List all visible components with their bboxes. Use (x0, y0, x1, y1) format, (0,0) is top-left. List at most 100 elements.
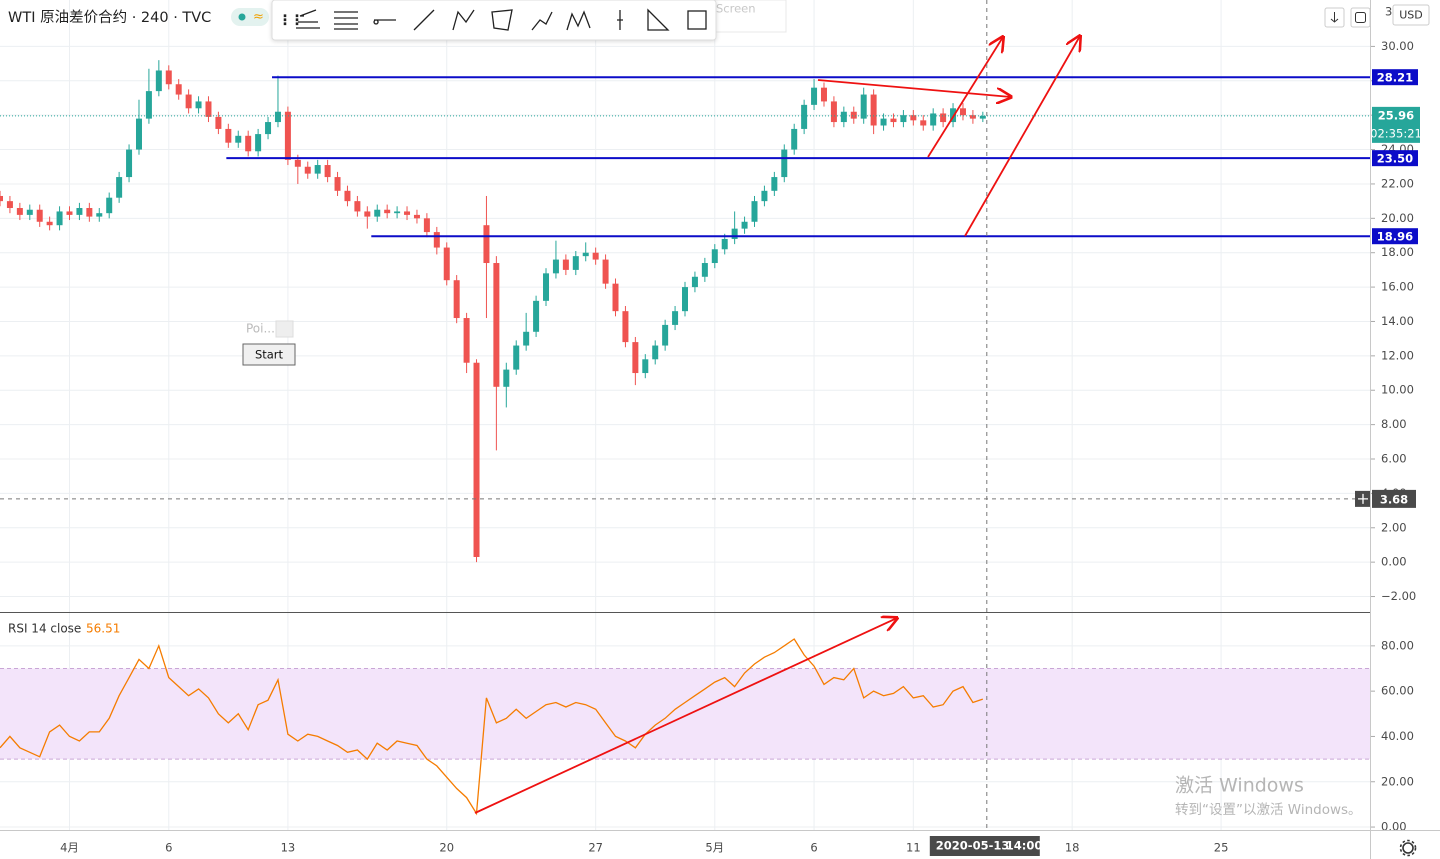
candle-body (543, 273, 550, 301)
y-tick-label: 40.00 (1381, 729, 1414, 743)
data-layer (0, 60, 1370, 816)
tool-icon[interactable] (373, 19, 396, 25)
x-tick-label: 11 (906, 841, 921, 855)
candle-body (691, 276, 698, 288)
crosshair-time-label: 14:00 (1006, 839, 1043, 853)
tool-icon[interactable] (617, 10, 623, 30)
candle-body (145, 91, 152, 119)
level-label: 23.50 (1377, 152, 1413, 166)
candle-body (969, 115, 976, 119)
x-tick-label: 18 (1065, 841, 1080, 855)
candle-body (135, 118, 142, 150)
candle-body (523, 331, 530, 346)
candle-body (552, 259, 559, 274)
candle-body (96, 213, 103, 217)
tool-icon[interactable] (334, 11, 358, 30)
candle-body (126, 149, 133, 178)
candle-body (255, 134, 262, 152)
candle-body (682, 287, 688, 312)
y-tick-label: 10.00 (1381, 383, 1414, 397)
y-tick-label: 20.00 (1381, 211, 1414, 225)
axis-partial-label: 3 (1385, 5, 1392, 19)
y-tick-label: 2.00 (1381, 520, 1407, 534)
candle-body (364, 211, 371, 217)
crosshair-price-label: 3.68 (1380, 492, 1408, 506)
candle-body (622, 311, 629, 343)
status-icon: ≈ (253, 10, 264, 25)
candle-body (265, 122, 272, 135)
candle-body (155, 70, 162, 92)
candle-body (860, 94, 867, 119)
candle-body (76, 208, 83, 215)
start-button-label[interactable]: Start (255, 348, 284, 362)
tool-icon[interactable] (413, 9, 435, 31)
candle-body (354, 201, 361, 212)
candle-body (116, 177, 123, 198)
candle-body (721, 238, 728, 250)
candle-body (562, 259, 569, 270)
toolbar-grip[interactable]: ⋮⋮ (278, 12, 303, 27)
candle-body (423, 218, 430, 233)
x-tick-label: 6 (810, 841, 817, 855)
candle-body (374, 209, 381, 217)
candle-body (493, 263, 500, 387)
candle-body (195, 101, 202, 109)
candle-body (840, 111, 847, 123)
x-tick-label: 25 (1214, 841, 1229, 855)
watermark-title: 激活 Windows (1175, 775, 1304, 797)
settings-button[interactable] (1402, 842, 1414, 854)
level-label-box (1372, 69, 1418, 86)
tool-icon[interactable] (452, 9, 475, 31)
rsi-title: RSI 14 close (8, 622, 81, 636)
candle-body (582, 252, 589, 257)
candle-body (384, 209, 391, 214)
crosshair-date-box (929, 836, 1040, 856)
level-label-box (1372, 150, 1418, 167)
countdown-label: 02:35:21 (1370, 126, 1422, 140)
tool-icon[interactable] (296, 9, 320, 29)
candle-body (920, 120, 927, 126)
candle-body (245, 135, 252, 152)
widget-close[interactable] (275, 320, 294, 338)
arrow (817, 79, 1011, 97)
tool-icon[interactable] (687, 10, 707, 30)
tool-icon[interactable] (531, 11, 553, 31)
candle-body (0, 195, 3, 202)
level-label: 28.21 (1377, 71, 1413, 85)
candle-body (652, 345, 659, 360)
candle-body (205, 101, 212, 117)
candle-body (890, 118, 897, 123)
maximize-button[interactable] (1350, 7, 1371, 28)
tool-icon[interactable] (491, 9, 513, 31)
currency-box[interactable] (1392, 4, 1430, 26)
tool-icon[interactable] (566, 10, 591, 31)
candle-body (56, 211, 63, 226)
rsi-line (0, 638, 984, 816)
tool-icon[interactable] (647, 8, 670, 31)
start-button[interactable] (242, 343, 296, 366)
candle-body (433, 232, 440, 248)
candle-body (404, 211, 411, 215)
candle-body (453, 280, 460, 319)
symbol-title: WTI 原油差价合约 · 240 · TVC (8, 9, 211, 26)
candle-body (46, 221, 53, 226)
status-pill[interactable] (231, 8, 269, 26)
y-tick-label: −2.00 (1381, 589, 1416, 603)
y-tick-label: 30.00 (1381, 39, 1414, 53)
x-tick-label: 4月 (60, 841, 79, 855)
y-tick-label: 60.00 (1381, 684, 1414, 698)
candle-body (850, 111, 857, 119)
candle-body (741, 221, 748, 229)
candle-body (771, 177, 778, 191)
currency-label[interactable]: USD (1399, 9, 1423, 22)
candle-body (284, 111, 291, 160)
candle-body (900, 115, 907, 123)
last-price-box (1372, 106, 1420, 143)
rsi-current-value: 56.51 (86, 622, 120, 636)
candle-body (463, 318, 470, 363)
candle-body (16, 208, 23, 215)
candle-body (66, 211, 73, 215)
candle-body (672, 311, 679, 325)
